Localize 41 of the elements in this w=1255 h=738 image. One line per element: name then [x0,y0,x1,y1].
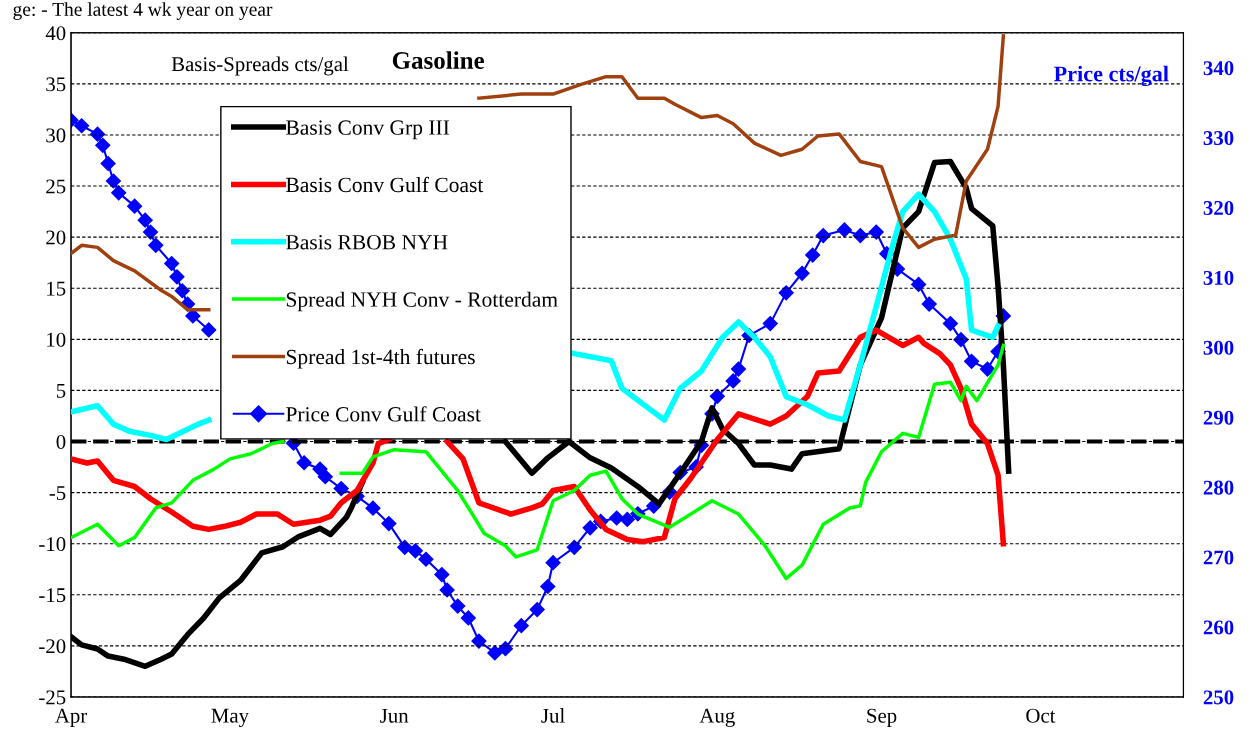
legend-label: Spread NYH Conv - Rotterdam [286,291,558,312]
y-tick-label: -10 [39,537,66,552]
y2-tick-label: 300 [1203,340,1234,355]
y-tick-label: -25 [39,690,66,705]
x-tick-label: Sep [867,708,897,727]
y-tick-label: 0 [56,434,66,449]
x-tick-label: Jun [380,708,409,723]
y-tick-label: 5 [56,384,66,398]
y-tick-label: 25 [46,179,66,194]
y-tick-label: -20 [39,639,66,654]
y2-axis-title: Price cts/gal [1054,65,1169,87]
legend-label: Basis RBOB NYH [286,235,448,250]
y2-tick-label: 250 [1203,690,1234,705]
y-axis-title: Basis-Spreads cts/gal [171,56,349,76]
y-tick-label: -5 [49,486,66,501]
y-tick-label: 30 [46,128,66,143]
y-tick-label: 20 [46,230,66,245]
y2-tick-label: 260 [1203,620,1234,635]
y2-tick-label: 330 [1203,131,1234,146]
x-tick-label: Apr [55,708,88,727]
y-tick-label: 15 [47,281,66,296]
y-tick-label: 10 [47,332,66,347]
x-tick-label: May [211,708,249,727]
text: ge: - The latest 4 wk year on year [13,2,273,20]
y-tick-label: -15 [39,588,66,603]
y2-tick-label: 270 [1203,550,1234,565]
legend-label: Price Conv Gulf Coast [286,406,481,422]
legend-label: Basis Conv Grp III [286,120,450,140]
x-tick-label: Oct [1026,708,1056,723]
y-tick-label: 40 [45,26,66,41]
x-tick-label: Aug [699,708,735,727]
y2-tick-label: 310 [1203,270,1234,285]
y2-tick-label: 290 [1203,410,1234,425]
y2-tick-label: 320 [1203,200,1234,215]
y2-tick-label: 280 [1203,480,1234,495]
y2-tick-label: 340 [1203,61,1234,76]
legend-label: Spread 1st-4th futures [286,348,475,369]
legend-label: Basis Conv Gulf Coast [286,176,484,193]
x-tick-label: Jul [541,708,565,723]
text: Gasoline [392,51,485,69]
y-tick-label: 35 [46,77,66,92]
